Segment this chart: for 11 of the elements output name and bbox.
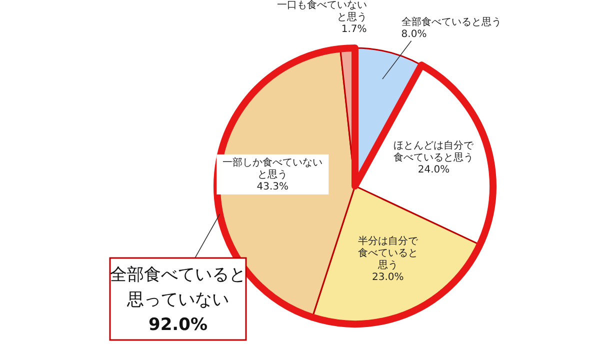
data-label: 24.0% — [418, 164, 450, 176]
slice-label: 一口も食べていないと思う — [276, 0, 367, 24]
slice-label: 全部食べていると思う — [401, 16, 502, 28]
data-label: 8.0% — [401, 28, 427, 40]
text: 全部食べていると思っていない 92.0% — [110, 265, 246, 335]
data-label: 23.0% — [372, 272, 404, 283]
data-label: 1.7% — [341, 24, 367, 36]
data-label: 43.3% — [256, 181, 289, 192]
slice-label: 半分は自分で食べていると思う — [358, 234, 419, 271]
slice-label: ほとんどは自分で食べていると思う — [394, 139, 475, 164]
slice-label: 一部しか食べていないと思う — [222, 156, 323, 180]
